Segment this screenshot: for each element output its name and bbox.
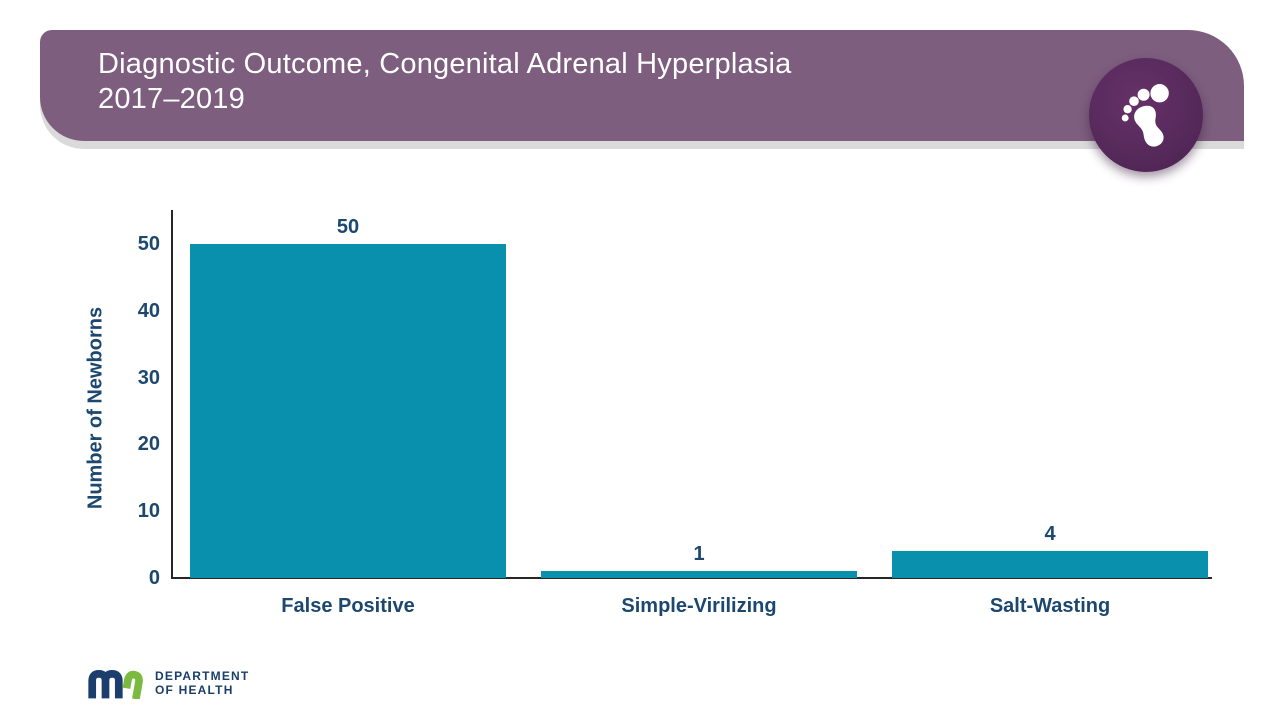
y-tick-label: 20 — [137, 433, 160, 456]
logo-text-line-1: DEPARTMENT — [155, 669, 250, 683]
y-tick-label: 30 — [137, 366, 160, 389]
mdh-logo: DEPARTMENT OF HEALTH — [88, 667, 249, 699]
title-line-2: 2017–2019 — [98, 83, 245, 115]
slide-title: Diagnostic Outcome, Congenital Adrenal H… — [98, 47, 1244, 117]
y-tick-label: 50 — [137, 233, 160, 255]
x-axis-line — [171, 577, 1212, 579]
baby-footprint-icon — [1121, 84, 1169, 147]
bar — [190, 244, 506, 578]
footprint-badge — [1089, 58, 1203, 172]
y-tick-label: 10 — [137, 500, 160, 523]
header-banner: Diagnostic Outcome, Congenital Adrenal H… — [40, 30, 1244, 141]
title-line-1: Diagnostic Outcome, Congenital Adrenal H… — [98, 48, 792, 80]
bar-value-label: 1 — [693, 543, 705, 566]
logo-text-line-2: OF HEALTH — [155, 683, 234, 697]
logo-m-shape — [88, 670, 123, 699]
y-axis-title: Number of Newborns — [84, 306, 107, 510]
mn-logo-mark — [88, 670, 143, 699]
bar-value-label: 50 — [336, 216, 360, 238]
bar — [541, 571, 857, 578]
y-tick-label: 40 — [137, 299, 160, 322]
y-tick-label: 0 — [148, 567, 160, 589]
category-label: Simple-Virilizing — [621, 595, 777, 617]
logo-text: DEPARTMENT OF HEALTH — [155, 669, 249, 697]
bar-value-label: 4 — [1044, 523, 1056, 546]
category-label: False Positive — [281, 595, 415, 617]
logo-n-shape — [122, 670, 143, 699]
y-axis-line — [171, 210, 173, 579]
bar — [892, 551, 1208, 578]
category-label: Salt-Wasting — [989, 595, 1111, 617]
